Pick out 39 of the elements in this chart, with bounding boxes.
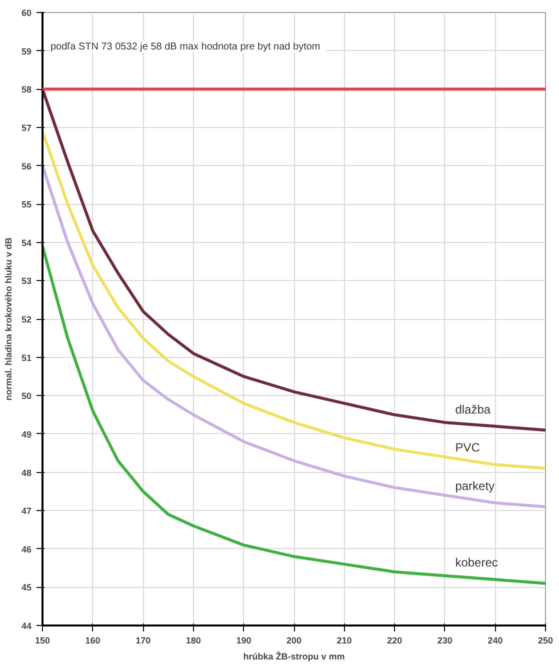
series-label: PVC	[455, 440, 480, 455]
y-tick-label: 55	[21, 200, 32, 210]
line-series	[42, 88, 546, 432]
x-tick-label: 220	[387, 636, 402, 646]
annotation: podľa STN 73 0532 je 58 dB max hodnota pre byt nad bytom	[50, 42, 320, 52]
y-tick-label: 57	[21, 122, 32, 133]
line-series	[42, 130, 546, 470]
x-tick-label: 250	[538, 636, 554, 646]
y-tick-label: 47	[21, 506, 32, 516]
series-label: koberec	[455, 556, 498, 570]
y-tick-label: 50	[21, 391, 32, 402]
y-tick-label: 44	[21, 621, 32, 631]
series-label: parkety	[455, 478, 495, 493]
line-series	[42, 244, 546, 585]
y-tick-label: 58	[21, 84, 32, 95]
series-label: dlažba	[455, 402, 491, 416]
x-tick-label: 230	[437, 636, 452, 646]
x-tick-label: 170	[136, 636, 151, 646]
x-tick-label: 160	[85, 636, 100, 646]
x-tick-label: 240	[488, 636, 503, 646]
x-tick-label: 150	[34, 636, 50, 646]
x-tick-label: 190	[236, 636, 252, 646]
y-tick-label: 52	[21, 314, 32, 324]
y-axis-title: normal. hladina krokového hluku v dB	[3, 236, 14, 401]
line-series	[42, 164, 546, 508]
y-tick-label: 51	[21, 352, 32, 363]
y-tick-label: 45	[21, 582, 32, 593]
y-tick-label: 46	[21, 544, 32, 554]
y-tick-label: 53	[21, 276, 32, 286]
x-tick-label: 210	[336, 636, 352, 646]
y-tick-label: 54	[21, 238, 32, 248]
y-tick-label: 48	[21, 468, 32, 478]
x-tick-label: 180	[186, 636, 201, 646]
y-tick-label: 59	[21, 46, 32, 56]
y-tick-label: 49	[21, 429, 32, 440]
x-tick-label: 200	[286, 636, 302, 646]
y-tick-label: 60	[21, 8, 32, 18]
x-axis-title: hrúbka ŽB-stropu v mm	[243, 650, 345, 662]
y-tick-label: 56	[21, 161, 32, 172]
